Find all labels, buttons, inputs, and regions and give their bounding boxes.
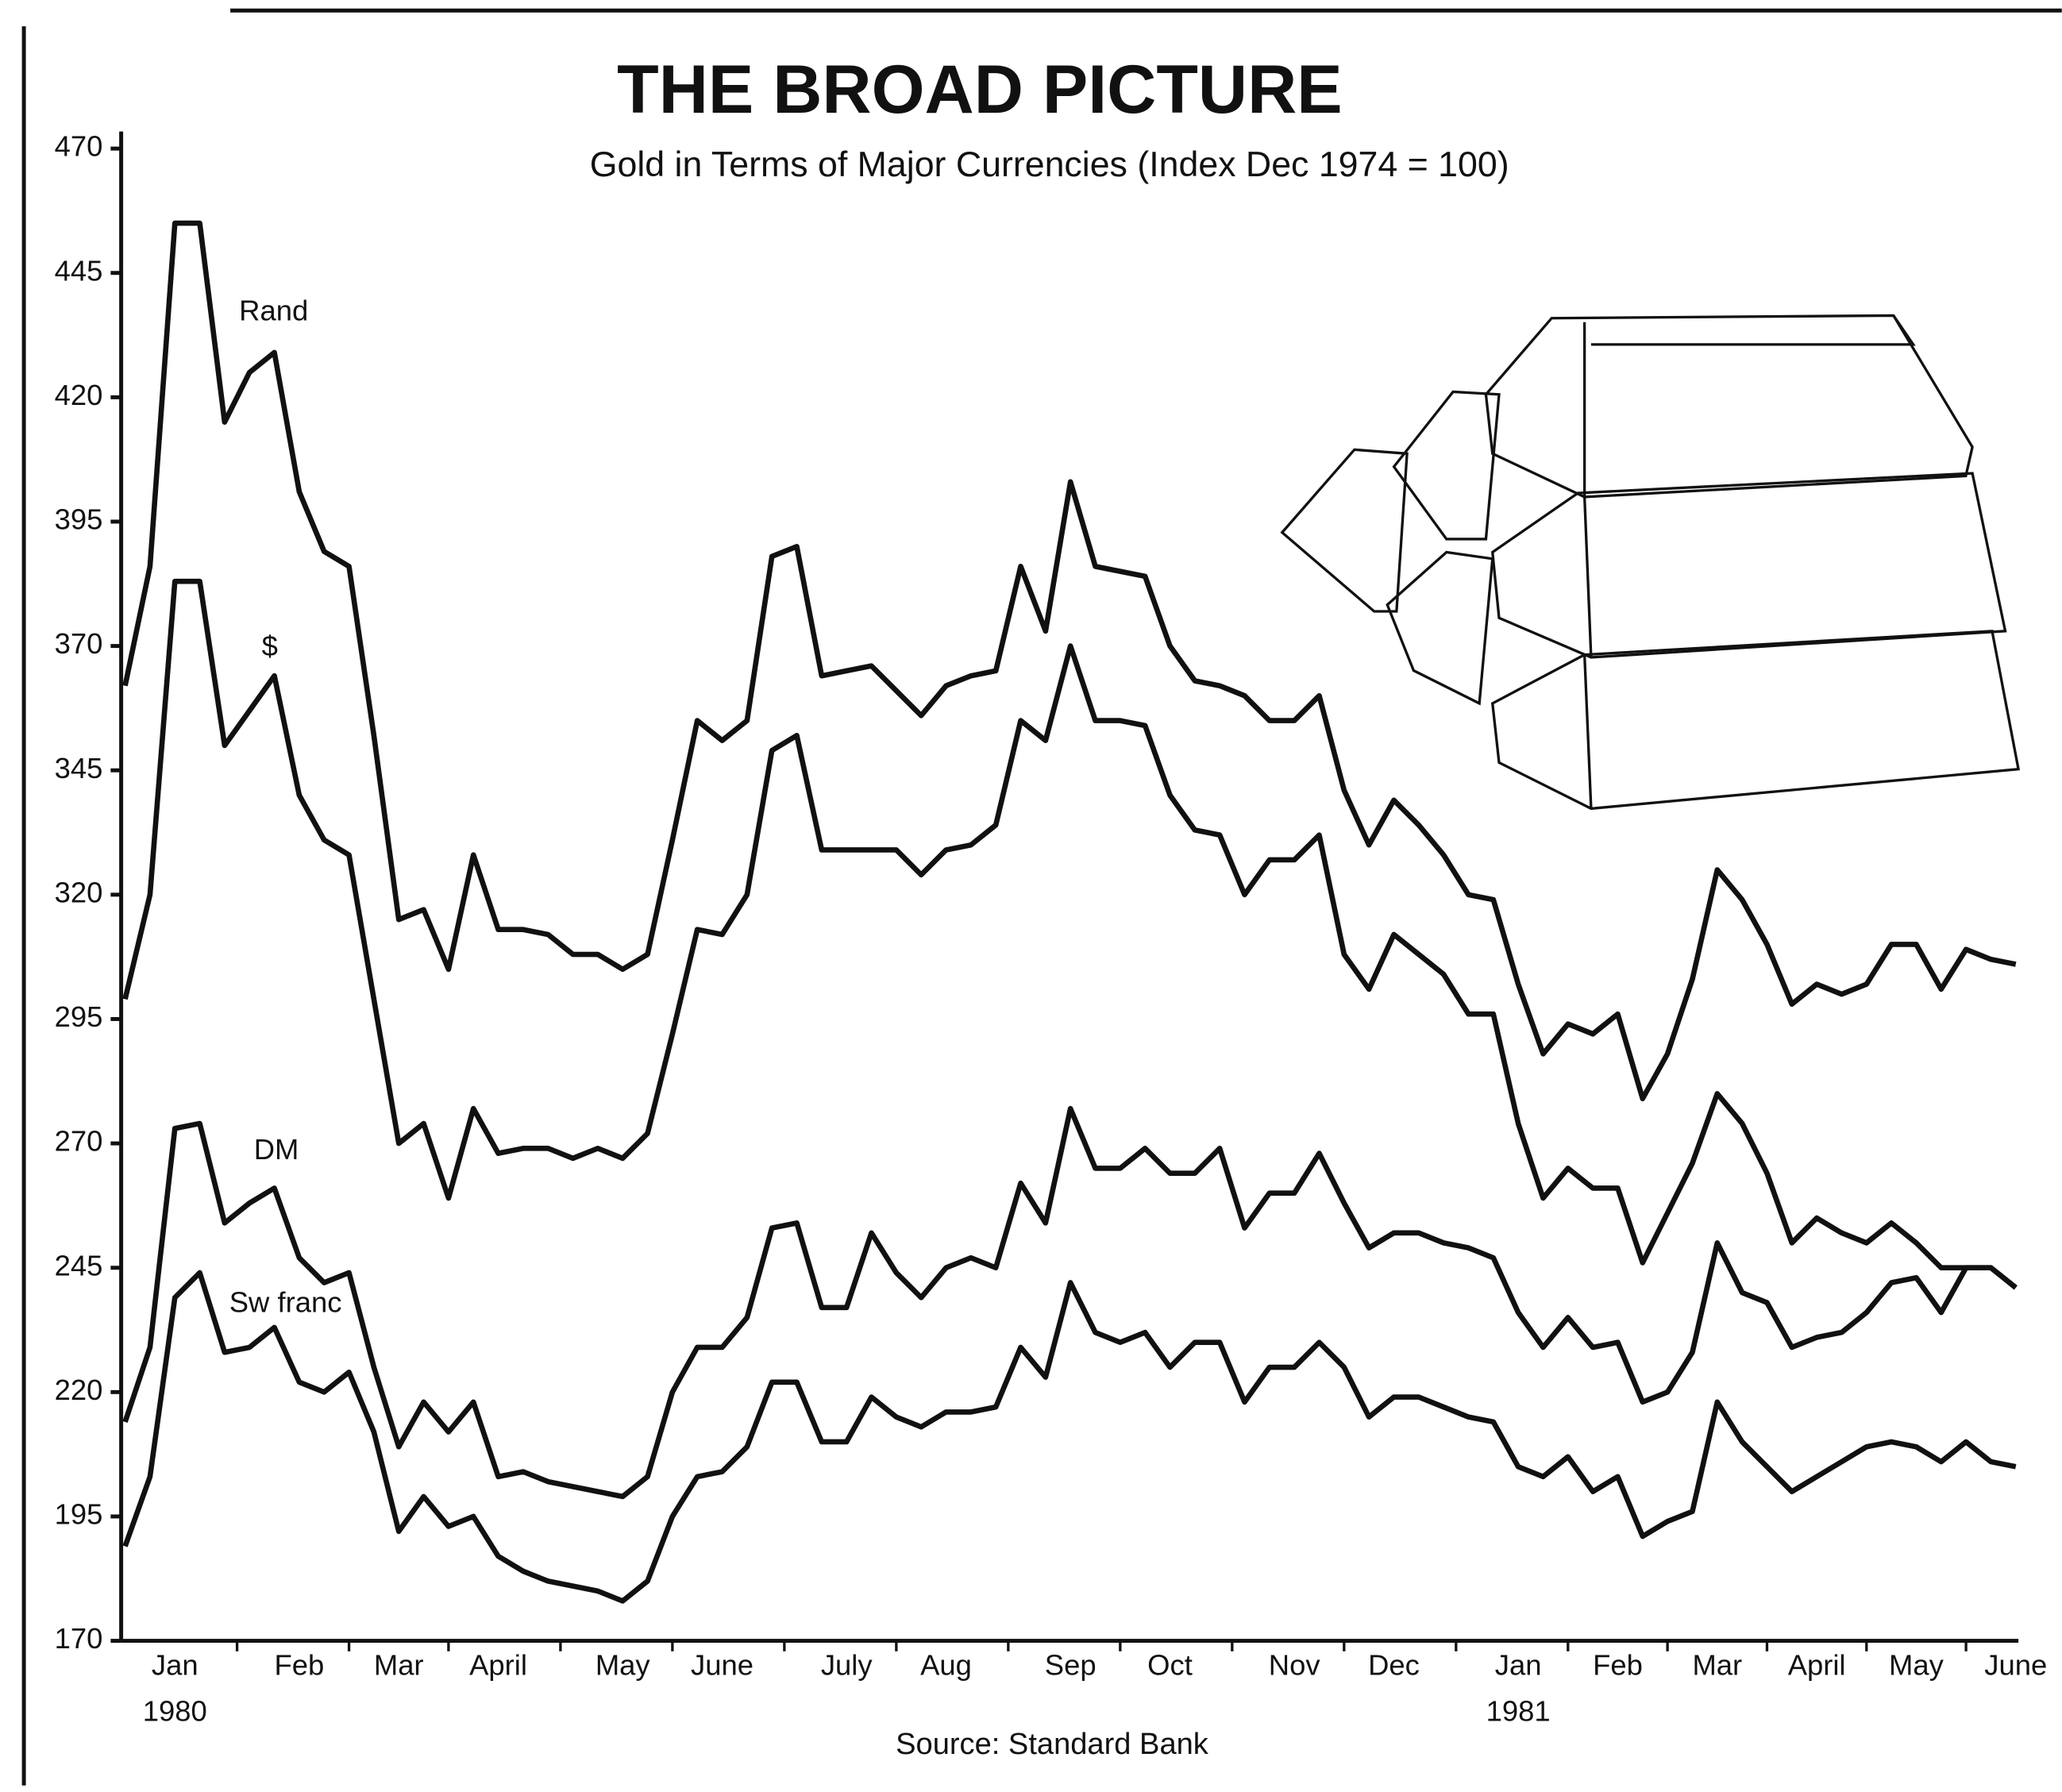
x-tick-label: Sep	[1045, 1648, 1097, 1681]
series-line	[125, 581, 2016, 1288]
y-tick-label: 320	[55, 876, 103, 908]
y-tick-label: 220	[55, 1374, 103, 1406]
x-tick-label: Mar	[1692, 1648, 1742, 1681]
x-tick-label: April	[469, 1648, 527, 1681]
x-tick-label: Jan	[152, 1648, 198, 1681]
x-tick-label: July	[821, 1648, 873, 1681]
y-tick-label: 445	[55, 254, 103, 287]
x-tick-label: Oct	[1147, 1648, 1193, 1681]
chart-title: THE BROAD PICTURE	[617, 52, 1343, 128]
y-tick-label: 270	[55, 1125, 103, 1158]
series-label: $	[262, 630, 278, 662]
x-tick-label: May	[595, 1648, 651, 1681]
chart-subtitle: Gold in Terms of Major Currencies (Index…	[590, 145, 1509, 184]
y-tick-label: 295	[55, 1000, 103, 1033]
y-tick-label: 395	[55, 503, 103, 536]
x-tick-label: May	[1889, 1648, 1944, 1681]
y-tick-label: 420	[55, 379, 103, 411]
x-tick-label: Mar	[374, 1648, 424, 1681]
source-note: Source: Standard Bank	[896, 1728, 1209, 1761]
x-tick-label: Aug	[920, 1648, 972, 1681]
y-tick-label: 370	[55, 627, 103, 660]
x-tick-label: June	[1984, 1648, 2047, 1681]
x-tick-label: Feb	[275, 1648, 325, 1681]
series-label: Rand	[239, 295, 308, 327]
series-line	[125, 1273, 2016, 1601]
y-tick-label: 470	[55, 130, 103, 163]
chart: THE BROAD PICTURE Gold in Terms of Major…	[0, 0, 2062, 1792]
x-tick-label: Nov	[1269, 1648, 1321, 1681]
x-sublabel: 1981	[1486, 1694, 1551, 1727]
x-tick-label: Jan	[1495, 1648, 1542, 1681]
gold-bars-illustration	[1282, 315, 2018, 808]
x-sublabel: 1980	[143, 1694, 207, 1727]
x-tick-label: June	[691, 1648, 753, 1681]
series-line	[125, 223, 2016, 1099]
y-tick-label: 245	[55, 1249, 103, 1281]
series-label: Sw franc	[229, 1285, 342, 1318]
x-tick-label: Dec	[1368, 1648, 1420, 1681]
x-tick-label: Feb	[1593, 1648, 1643, 1681]
series-label: DM	[254, 1133, 299, 1166]
x-tick-label: April	[1788, 1648, 1846, 1681]
y-tick-label: 170	[55, 1622, 103, 1655]
y-tick-label: 345	[55, 752, 103, 784]
y-tick-label: 195	[55, 1498, 103, 1531]
series-line	[125, 1108, 2016, 1497]
